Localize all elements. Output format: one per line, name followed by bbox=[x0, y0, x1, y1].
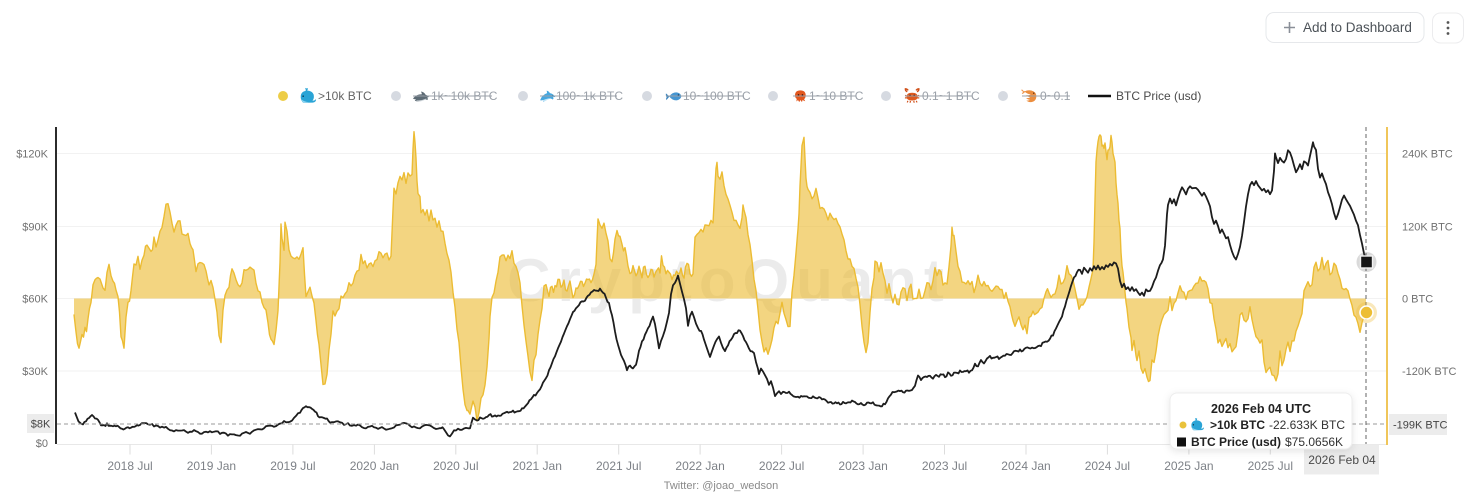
svg-text:2026 Feb 04 UTC: 2026 Feb 04 UTC bbox=[1211, 402, 1311, 416]
svg-text:-120K BTC: -120K BTC bbox=[1402, 366, 1456, 378]
svg-text:2022 Jan: 2022 Jan bbox=[675, 459, 724, 473]
svg-text:-22.633K BTC: -22.633K BTC bbox=[1269, 418, 1345, 432]
svg-text:2021 Jan: 2021 Jan bbox=[513, 459, 562, 473]
svg-text:2023 Jul: 2023 Jul bbox=[922, 459, 967, 473]
svg-text:$8K: $8K bbox=[31, 419, 51, 431]
svg-text:$0: $0 bbox=[36, 438, 48, 450]
svg-text:2019 Jul: 2019 Jul bbox=[270, 459, 315, 473]
svg-text:Add to Dashboard: Add to Dashboard bbox=[1303, 20, 1412, 35]
svg-text:2024 Jul: 2024 Jul bbox=[1085, 459, 1130, 473]
svg-text:BTC Price (usd): BTC Price (usd) bbox=[1116, 89, 1201, 103]
svg-text:2018 Jul: 2018 Jul bbox=[107, 459, 152, 473]
svg-text:2020 Jul: 2020 Jul bbox=[433, 459, 478, 473]
svg-text:240K BTC: 240K BTC bbox=[1402, 149, 1453, 161]
svg-text:2019 Jan: 2019 Jan bbox=[187, 459, 236, 473]
svg-text:2026 Feb 04: 2026 Feb 04 bbox=[1308, 453, 1376, 467]
svg-text:$90K: $90K bbox=[22, 222, 48, 234]
svg-text:$30K: $30K bbox=[22, 366, 48, 378]
svg-text:2025 Jul: 2025 Jul bbox=[1248, 459, 1293, 473]
svg-text:2024 Jan: 2024 Jan bbox=[1001, 459, 1050, 473]
svg-text:120K BTC: 120K BTC bbox=[1402, 222, 1453, 234]
svg-text:-199K BTC: -199K BTC bbox=[1393, 420, 1447, 432]
svg-text:2022 Jul: 2022 Jul bbox=[759, 459, 804, 473]
svg-text:>10k BTC: >10k BTC bbox=[1210, 418, 1265, 432]
svg-text:0 BTC: 0 BTC bbox=[1402, 294, 1433, 306]
svg-text:2020 Jan: 2020 Jan bbox=[350, 459, 399, 473]
svg-text:2025 Jan: 2025 Jan bbox=[1164, 459, 1213, 473]
svg-text:>10k BTC: >10k BTC bbox=[318, 89, 372, 103]
svg-text:2021 Jul: 2021 Jul bbox=[596, 459, 641, 473]
svg-text:$60K: $60K bbox=[22, 294, 48, 306]
svg-text:$75.0656K: $75.0656K bbox=[1285, 435, 1343, 449]
svg-text:2023 Jan: 2023 Jan bbox=[838, 459, 887, 473]
svg-text:BTC Price (usd): BTC Price (usd) bbox=[1191, 435, 1281, 449]
svg-text:Twitter: @joao_wedson: Twitter: @joao_wedson bbox=[664, 480, 779, 492]
svg-text:$120K: $120K bbox=[16, 149, 48, 161]
